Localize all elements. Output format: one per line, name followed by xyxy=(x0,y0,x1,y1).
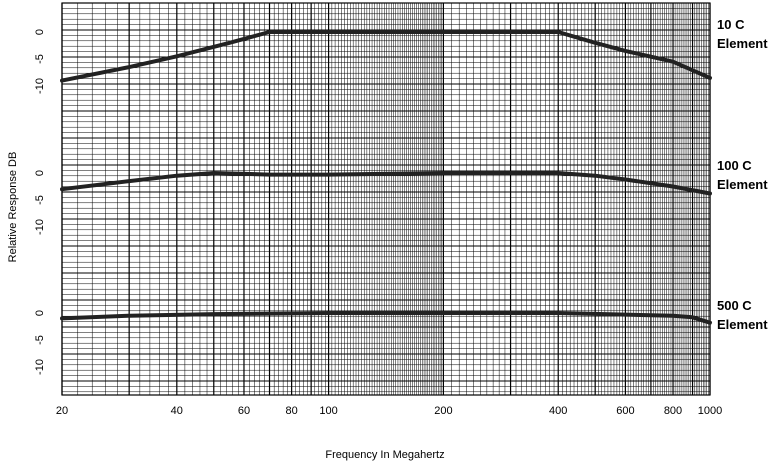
plot-frame xyxy=(61,2,711,396)
series-label-name: 500 C xyxy=(717,298,752,313)
x-tick-label: 200 xyxy=(434,405,452,417)
response-curve-1 xyxy=(60,30,712,83)
y-tick-label: -5 xyxy=(34,195,46,205)
y-tick-label: 0 xyxy=(34,170,46,176)
response-curve-3 xyxy=(60,311,712,325)
x-axis-title: Frequency In Megahertz xyxy=(325,449,444,461)
series-label-element: Element xyxy=(717,36,768,51)
series-labels: 10 C Element 100 C Element 500 C Element xyxy=(717,17,768,332)
y-tick-labels: 0 -5 -10 0 -5 -10 0 -5 -10 xyxy=(34,29,46,375)
response-curves xyxy=(60,30,712,325)
x-tick-label: 800 xyxy=(664,405,682,417)
series-label-name: 100 C xyxy=(717,158,752,173)
y-axis-title: Relative Response DB xyxy=(7,152,19,263)
response-curve-2 xyxy=(60,171,712,196)
y-tick-label: 0 xyxy=(34,310,46,316)
x-tick-label: 100 xyxy=(319,405,337,417)
x-tick-label: 1000 xyxy=(698,405,722,417)
x-tick-label: 60 xyxy=(238,405,250,417)
y-tick-label: -10 xyxy=(34,78,46,94)
series-label-element: Element xyxy=(717,177,768,192)
series-label-element: Element xyxy=(717,317,768,332)
y-tick-label: -10 xyxy=(34,359,46,375)
y-tick-label: -5 xyxy=(34,335,46,345)
x-tick-label: 400 xyxy=(549,405,567,417)
x-tick-label: 600 xyxy=(616,405,634,417)
x-tick-label: 80 xyxy=(285,405,297,417)
x-tick-label: 20 xyxy=(56,405,68,417)
x-tick-label: 40 xyxy=(171,405,183,417)
y-tick-label: -10 xyxy=(34,219,46,235)
x-tick-labels: 20 40 60 80 100 200 400 600 800 1000 xyxy=(56,405,722,417)
series-label-name: 10 C xyxy=(717,17,745,32)
grid xyxy=(61,2,711,396)
y-tick-label: -5 xyxy=(34,54,46,64)
y-tick-label: 0 xyxy=(34,29,46,35)
